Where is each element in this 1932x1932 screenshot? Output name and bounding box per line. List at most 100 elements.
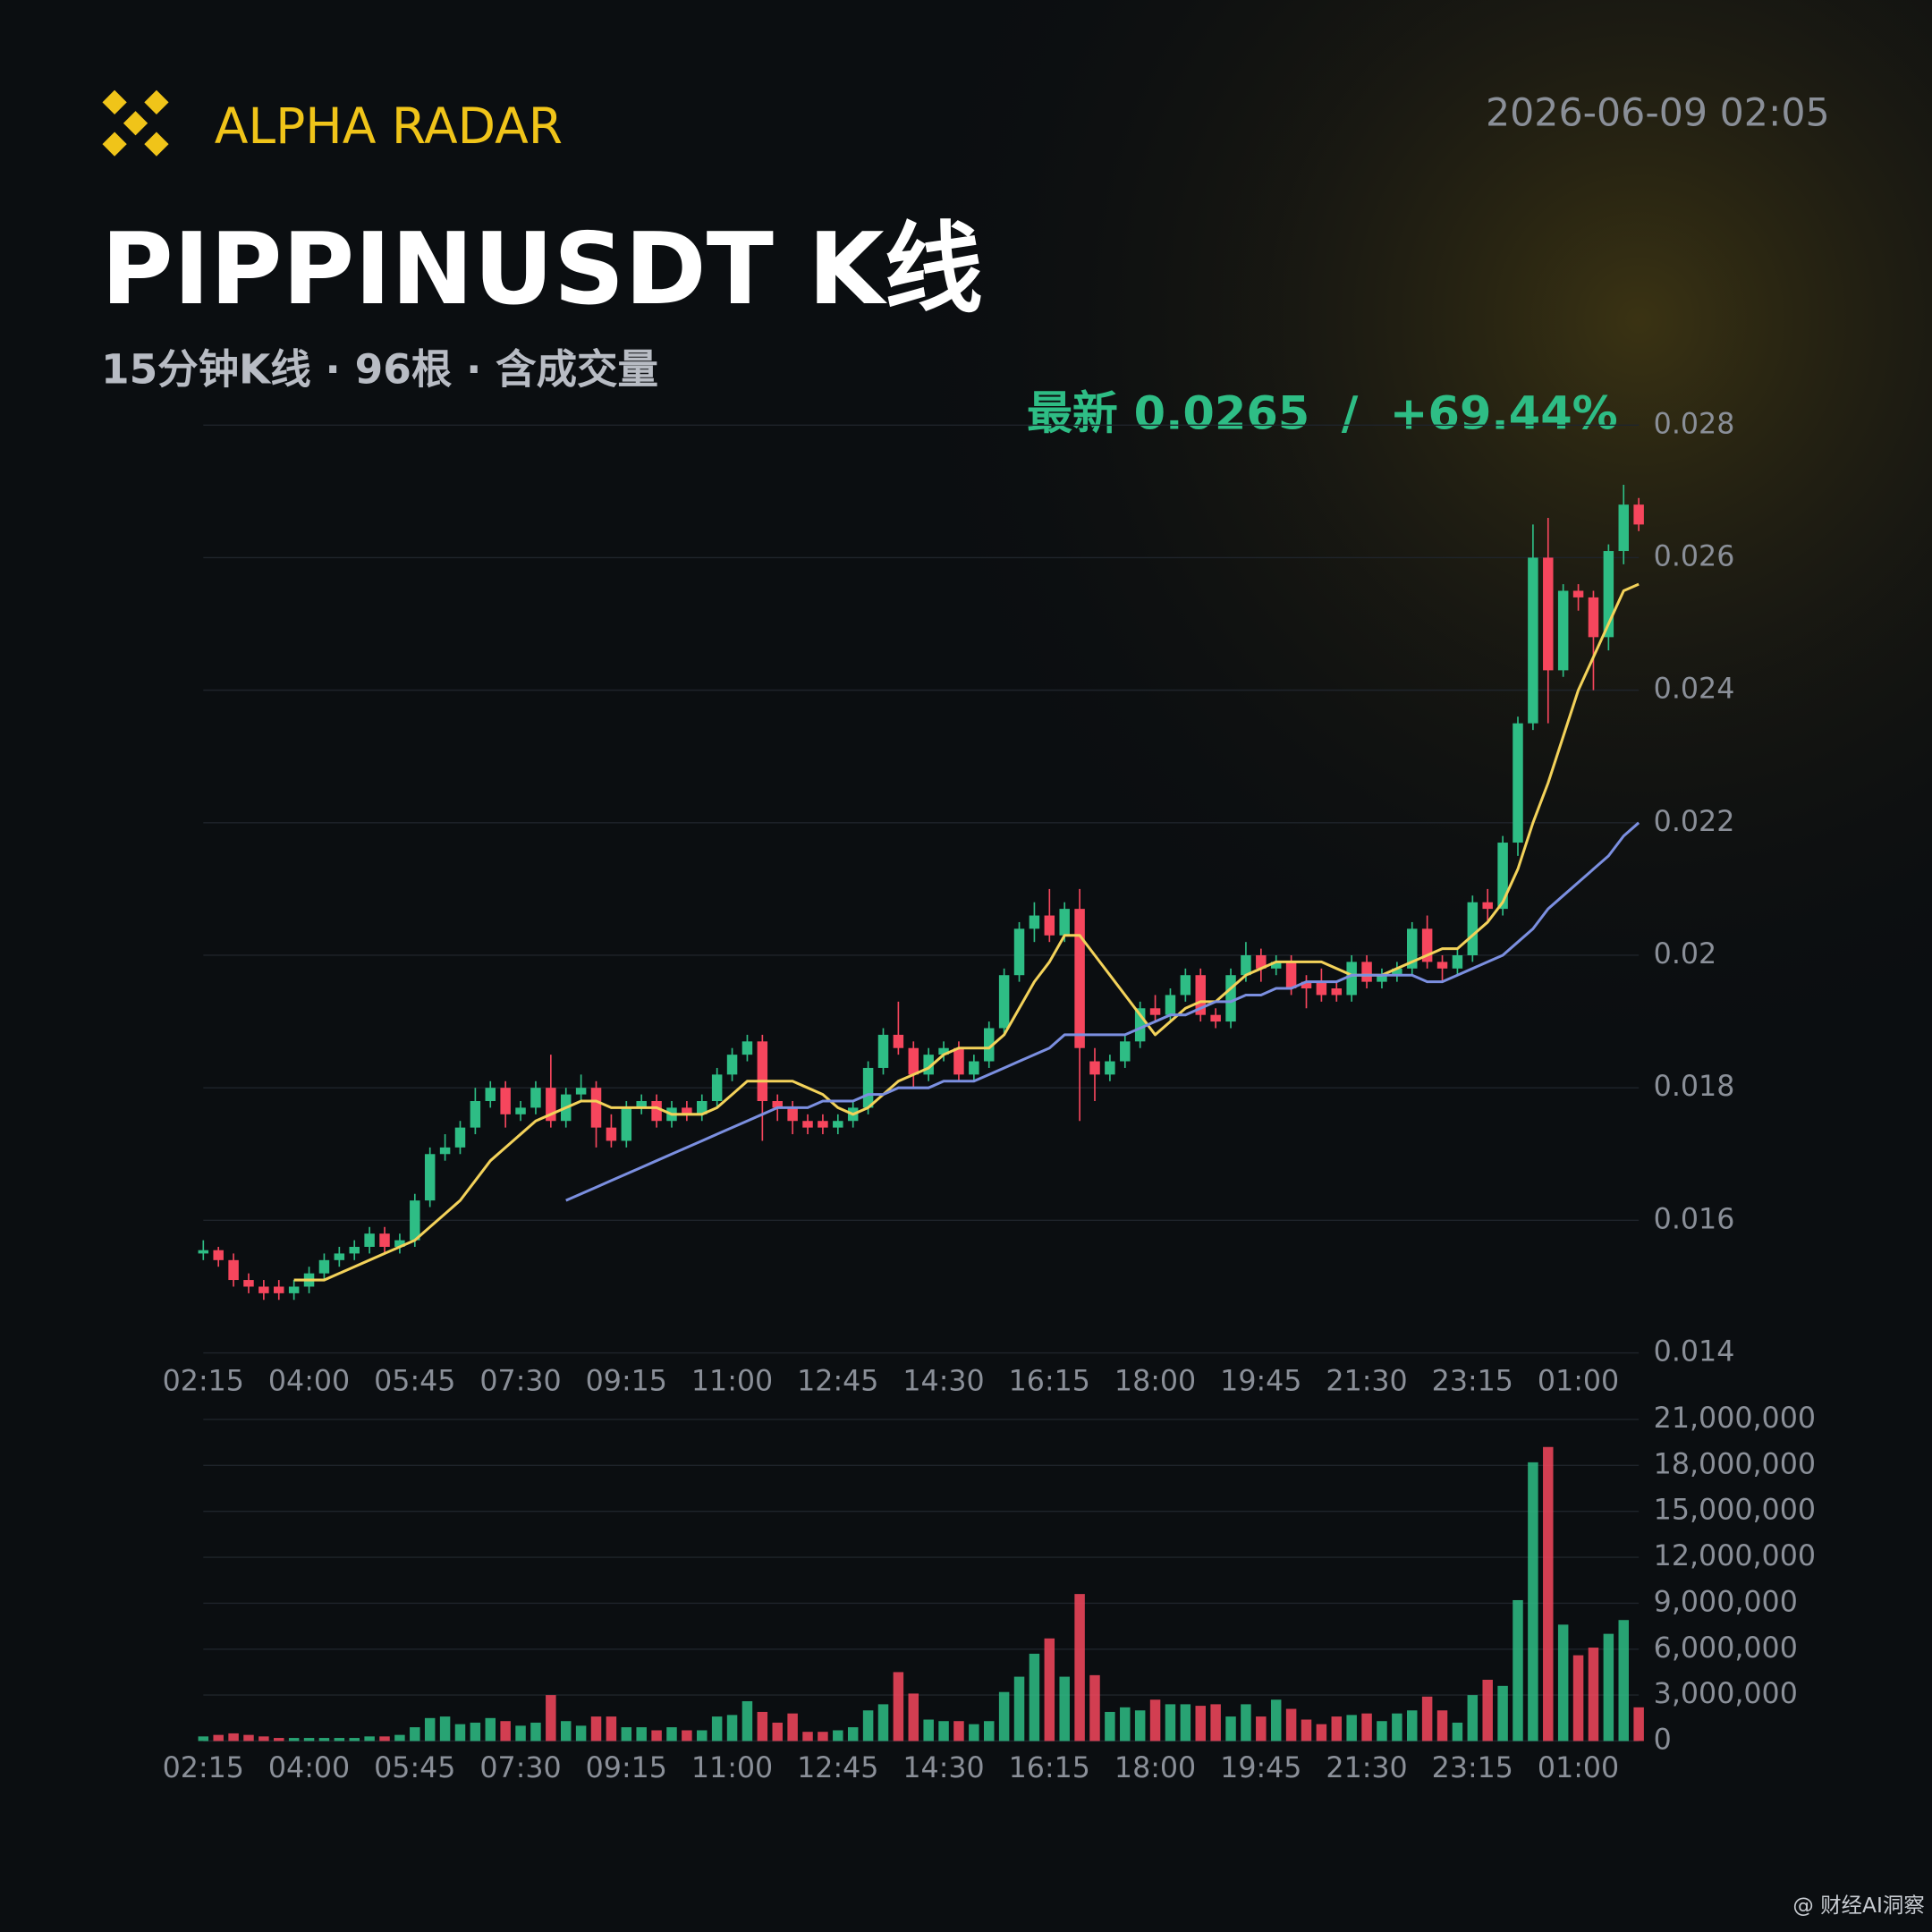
x-tick-label: 18:00 [1114,1366,1196,1398]
volume-bar [908,1693,919,1741]
candle-body [862,1067,874,1108]
x-tick-label: 02:15 [163,1366,244,1398]
volume-bar [1407,1710,1418,1741]
volume-tick-label: 3,000,000 [1654,1678,1798,1710]
latest-price: 最新 0.0265 / +69.44% [1027,387,1618,440]
candle-body [515,1107,526,1114]
volume-bar [1256,1716,1267,1741]
volume-bar [590,1716,602,1741]
candle-body [1603,551,1614,638]
volume-bar [802,1732,813,1741]
volume-bar [1331,1716,1343,1741]
volume-bar [923,1719,934,1741]
watermark: @ 财经AI洞察 [1792,1893,1924,1918]
volume-bar [410,1727,420,1741]
volume-bar [636,1727,647,1741]
volume-bar [1270,1699,1282,1741]
candle-body [1225,975,1236,1022]
candle-body [500,1088,511,1114]
candle-body [379,1233,390,1248]
volume-bar [485,1717,496,1741]
candle-body [590,1088,602,1128]
candle-body [711,1074,723,1101]
candle-body [983,1028,995,1062]
candle-body [213,1250,224,1260]
candle-body [198,1250,209,1254]
timestamp: 2026-06-09 02:05 [1486,91,1830,136]
candle-body [1392,968,1402,976]
volume-bar [1633,1707,1644,1741]
volume-bar [1165,1704,1176,1741]
candle-body [697,1100,708,1114]
subtitle: 15分钟K线 · 96根 · 含成交量 [101,345,658,393]
volume-bar [454,1724,466,1741]
candle-body [1165,995,1176,1015]
volume-bar [1149,1699,1161,1741]
candle-body [893,1034,904,1048]
candle-body [1241,954,1251,976]
volume-bar [198,1736,209,1741]
candle-body [1105,1061,1115,1075]
volume-bar [787,1713,798,1741]
candle-body [1059,909,1070,936]
candle-body [606,1127,617,1141]
candle-body [621,1107,632,1141]
candle-body [1089,1061,1100,1075]
candle-body [243,1280,254,1287]
candle-body [1044,915,1055,936]
volume-x-tick-label: 07:30 [479,1752,561,1784]
volume-bar [334,1738,345,1741]
candle-body [1618,504,1629,552]
x-tick-label: 19:45 [1220,1366,1301,1398]
volume-bar [213,1734,224,1741]
volume-bar [1195,1706,1206,1741]
volume-tick-label: 15,000,000 [1654,1495,1816,1527]
volume-x-tick-label: 01:00 [1538,1752,1619,1784]
volume-bar [1482,1679,1493,1741]
candle-body [1210,1014,1221,1022]
candle-body [1331,988,1343,996]
volume-bar [394,1734,405,1741]
candle-body [1285,962,1297,989]
candle-body [1421,928,1433,962]
volume-bar [606,1716,617,1741]
volume-x-tick-label: 23:15 [1432,1752,1513,1784]
candle-body [485,1088,496,1101]
candle-body [908,1047,919,1075]
chart-title: PIPPINUSDT K线 [101,212,983,326]
volume-bar [349,1738,360,1741]
volume-bar [1105,1711,1115,1741]
candle-body [726,1055,738,1075]
volume-bar [546,1695,556,1741]
volume-bar [1225,1716,1236,1741]
candle-body [651,1100,662,1122]
candle-body [1256,954,1267,969]
volume-bar [1134,1710,1146,1741]
volume-bar [682,1730,692,1741]
volume-bar [515,1725,526,1741]
volume-bar [1572,1655,1584,1741]
x-tick-label: 14:30 [902,1366,984,1398]
x-tick-label: 01:00 [1538,1366,1619,1398]
candle-body [1407,928,1418,969]
candle-body [757,1041,768,1101]
volume-x-tick-label: 05:45 [374,1752,455,1784]
volume-bar [1285,1708,1297,1741]
candle-body [1452,954,1463,969]
volume-bar [666,1727,677,1741]
volume-bar [998,1691,1010,1741]
volume-bar [1029,1653,1040,1741]
candle-body [318,1259,330,1274]
volume-bar [560,1721,572,1741]
volume-bar [953,1721,964,1741]
volume-bar [818,1732,828,1741]
y-tick-label: 0.02 [1654,938,1717,970]
volume-bar [983,1721,995,1741]
candle-body [1467,902,1479,955]
volume-bar [424,1717,436,1741]
volume-x-tick-label: 19:45 [1220,1752,1301,1784]
candle-body [741,1041,753,1055]
candle-body [1120,1041,1131,1062]
volume-bar [833,1730,843,1741]
